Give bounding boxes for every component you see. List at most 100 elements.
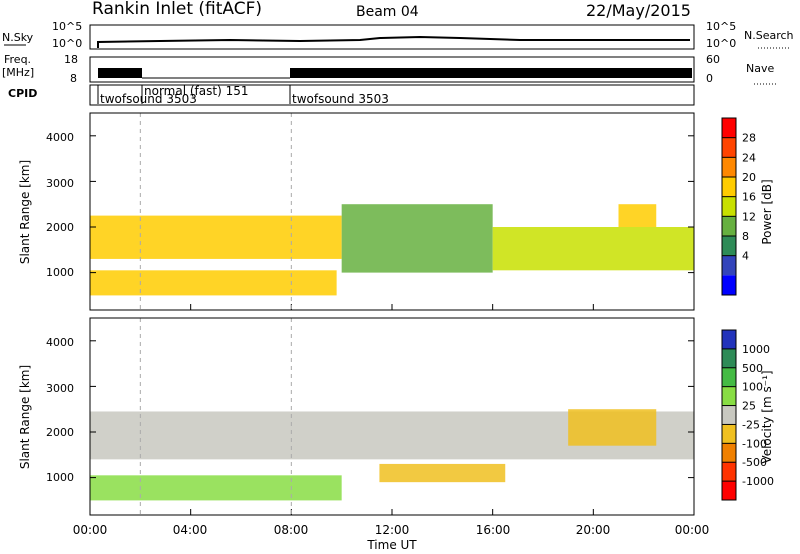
- velocity-cbar-tick-label: 1000: [742, 343, 770, 356]
- velocity-frame: [89, 317, 695, 516]
- power-cbar-tick-label: 16: [742, 191, 756, 204]
- cpid-segment-3: twofsound 3503: [292, 92, 389, 106]
- power-band-4: [492, 227, 694, 271]
- velocity-cbar-swatch: [722, 405, 736, 425]
- power-cbar-tick-label: 20: [742, 171, 756, 184]
- power-band-1: [90, 215, 342, 259]
- power-cbar-swatch: [722, 118, 736, 138]
- velocity-band-4: [568, 409, 657, 446]
- freq-label-2: [MHz]: [2, 66, 34, 79]
- freq-band-1: [98, 68, 142, 78]
- power-cbar-tick-label: 12: [742, 210, 756, 223]
- xtick-0: 00:00: [73, 523, 108, 537]
- cpid-segment-2: normal (fast) 151: [144, 84, 248, 98]
- power-cbar-swatch: [722, 157, 736, 177]
- nsky-tick-top: 10^5: [52, 20, 82, 33]
- nsky-tick-bottom: 10^0: [52, 37, 82, 50]
- power-heatmap: [89, 113, 695, 310]
- power-cbar-swatch: [722, 255, 736, 276]
- velocity-ylabel: Slant Range [km]: [18, 365, 32, 469]
- nsearch-label: N.Search: [744, 29, 794, 42]
- velocity-cbar-swatch: [722, 481, 736, 500]
- velocity-cbar-tick-label: -500: [742, 456, 767, 469]
- power-ytick-3000: 3000: [46, 177, 74, 190]
- power-yaxis: 4000 3000 2000 1000: [46, 131, 74, 279]
- nsearch-tick-top: 10^5: [706, 20, 736, 33]
- power-cbar-tick-label: 8: [742, 230, 749, 243]
- freq-frame: [89, 56, 695, 83]
- velocity-panel: 4000 3000 2000 1000 Slant Range [km] 100…: [18, 317, 774, 516]
- x-axis-label: Time UT: [366, 538, 417, 552]
- velocity-cbar-swatch: [722, 424, 736, 444]
- power-ytick-2000: 2000: [46, 221, 74, 234]
- velocity-cbar-tick-label: -25: [742, 418, 760, 431]
- velocity-cbar-swatch: [722, 462, 736, 482]
- cpid-strip: CPID twofsound 3503 normal (fast) 151 tw…: [8, 84, 695, 106]
- power-ytick-4000: 4000: [46, 131, 74, 144]
- nsky-strip: N.Sky 10^5 10^0 10^5 10^0 N.Search: [2, 20, 794, 50]
- freq-tick-top: 18: [64, 53, 78, 66]
- freq-label-1: Freq.: [4, 53, 31, 66]
- nave-tick-top: 60: [706, 53, 720, 66]
- velocity-cbar-label: Velocity [m s⁻¹]: [760, 370, 774, 463]
- cpid-segment-1: twofsound 3503: [100, 92, 197, 106]
- power-cbar-tick-label: 4: [742, 250, 749, 263]
- velocity-colorbar: 1000 500 100 25 -25 -100 -500 -1000: [721, 329, 774, 501]
- velocity-ytick-2000: 2000: [46, 426, 74, 439]
- power-cbar-label: Power [dB]: [760, 179, 774, 244]
- nsky-label: N.Sky: [2, 31, 34, 44]
- x-axis: 00:00 04:00 08:00 12:00 16:00 20:00 00:0…: [73, 523, 710, 552]
- nsky-frame: [89, 24, 695, 50]
- freq-band-2: [290, 68, 692, 78]
- power-ylabel: Slant Range [km]: [18, 160, 32, 264]
- xtick-6: 00:00: [675, 523, 710, 537]
- power-cbar-swatch: [722, 216, 736, 236]
- freq-tick-bottom: 8: [70, 72, 77, 85]
- power-band-5: [618, 204, 657, 228]
- power-cbar-swatch: [722, 177, 736, 197]
- velocity-ytick-3000: 3000: [46, 382, 74, 395]
- velocity-cbar-swatch: [722, 330, 736, 349]
- freq-strip: Freq. [MHz] 18 8 60 0 Nave: [2, 53, 776, 85]
- nsky-trace: [97, 35, 690, 48]
- xtick-4: 16:00: [476, 523, 511, 537]
- power-cbar-swatch: [722, 137, 736, 158]
- xtick-3: 12:00: [375, 523, 410, 537]
- date-title: 22/May/2015: [586, 1, 691, 20]
- power-cbar-frame: [721, 117, 737, 296]
- velocity-yaxis: 4000 3000 2000 1000: [46, 336, 74, 484]
- velocity-cbar-tick-label: -100: [742, 437, 767, 450]
- power-cbar-swatch: [722, 196, 736, 217]
- power-colorbar: 28 24 20 16 12 8 4: [721, 117, 756, 296]
- nave-tick-bottom: 0: [706, 72, 713, 85]
- power-frame: [89, 112, 695, 311]
- power-cbar-swatch: [722, 275, 736, 295]
- nave-label: Nave: [746, 62, 774, 75]
- velocity-heatmap: [89, 318, 695, 515]
- beam-title: Beam 04: [356, 4, 419, 20]
- velocity-cbar-tick-label: 500: [742, 362, 763, 375]
- velocity-ytick-1000: 1000: [46, 471, 74, 484]
- velocity-cbar-swatch: [722, 367, 736, 387]
- velocity-cbar-swatch: [722, 386, 736, 406]
- velocity-cbar-tick-label: 25: [742, 400, 756, 413]
- velocity-cbar-swatch: [722, 443, 736, 463]
- power-band-3: [341, 204, 493, 273]
- velocity-cbar-swatch: [722, 348, 736, 368]
- velocity-ytick-4000: 4000: [46, 336, 74, 349]
- power-cbar-tick-label: 28: [742, 132, 756, 145]
- station-title: Rankin Inlet (fitACF): [92, 0, 262, 19]
- power-cbar-swatch: [722, 236, 736, 256]
- velocity-band-2: [90, 475, 342, 501]
- velocity-cbar-frame: [721, 329, 737, 501]
- xtick-1: 04:00: [173, 523, 208, 537]
- velocity-cbar-tick-label: 100: [742, 381, 763, 394]
- cpid-frame: [89, 84, 695, 106]
- xtick-5: 20:00: [576, 523, 611, 537]
- nsearch-tick-bottom: 10^0: [706, 37, 736, 50]
- cpid-label: CPID: [8, 87, 37, 100]
- power-panel: 4000 3000 2000 1000 Slant Range [km] 282…: [18, 112, 774, 311]
- xtick-2: 08:00: [274, 523, 309, 537]
- power-cbar-tick-label: 24: [742, 151, 756, 164]
